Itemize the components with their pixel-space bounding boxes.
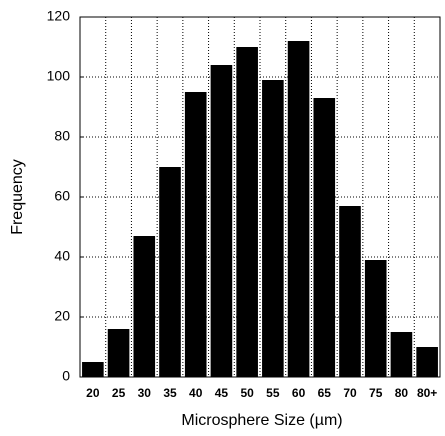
- plot-frame: [79, 16, 441, 378]
- y-tick-label: 20: [54, 308, 70, 324]
- x-tick-label: 60: [292, 386, 306, 400]
- x-axis-label: Microsphere Size (µm): [181, 412, 342, 429]
- x-tick-label: 80: [395, 386, 409, 400]
- bar: [364, 260, 387, 377]
- bar: [416, 347, 438, 377]
- x-tick-label: 20: [86, 386, 100, 400]
- x-tick-label: 75: [369, 386, 383, 400]
- bar: [339, 206, 361, 377]
- bar: [210, 65, 233, 377]
- y-tick-label: 40: [54, 248, 70, 264]
- y-tick-label: 60: [54, 188, 70, 204]
- bar: [390, 332, 413, 377]
- x-tick-label: 45: [215, 386, 229, 400]
- x-tick-label: 40: [189, 386, 203, 400]
- y-axis-label: Frequency: [9, 159, 26, 235]
- y-tick-label: 80: [54, 128, 70, 144]
- y-tick-label: 0: [62, 368, 70, 384]
- x-tick-label: 65: [318, 386, 332, 400]
- bar: [262, 80, 284, 377]
- x-tick-label: 35: [163, 386, 177, 400]
- x-tick-label: 30: [138, 386, 152, 400]
- bar: [184, 92, 207, 377]
- y-tick-label: 100: [47, 68, 71, 84]
- x-tick-label: 80+: [417, 386, 437, 400]
- bar: [159, 167, 181, 377]
- bar: [82, 362, 104, 377]
- bar: [133, 236, 156, 377]
- bar: [313, 98, 336, 377]
- x-tick-label: 50: [240, 386, 254, 400]
- bar: [107, 329, 130, 377]
- y-tick-label: 120: [47, 8, 71, 24]
- bar: [236, 47, 258, 377]
- x-tick-label: 70: [343, 386, 357, 400]
- x-tick-label: 25: [112, 386, 126, 400]
- bar: [287, 41, 310, 377]
- x-tick-label: 55: [266, 386, 280, 400]
